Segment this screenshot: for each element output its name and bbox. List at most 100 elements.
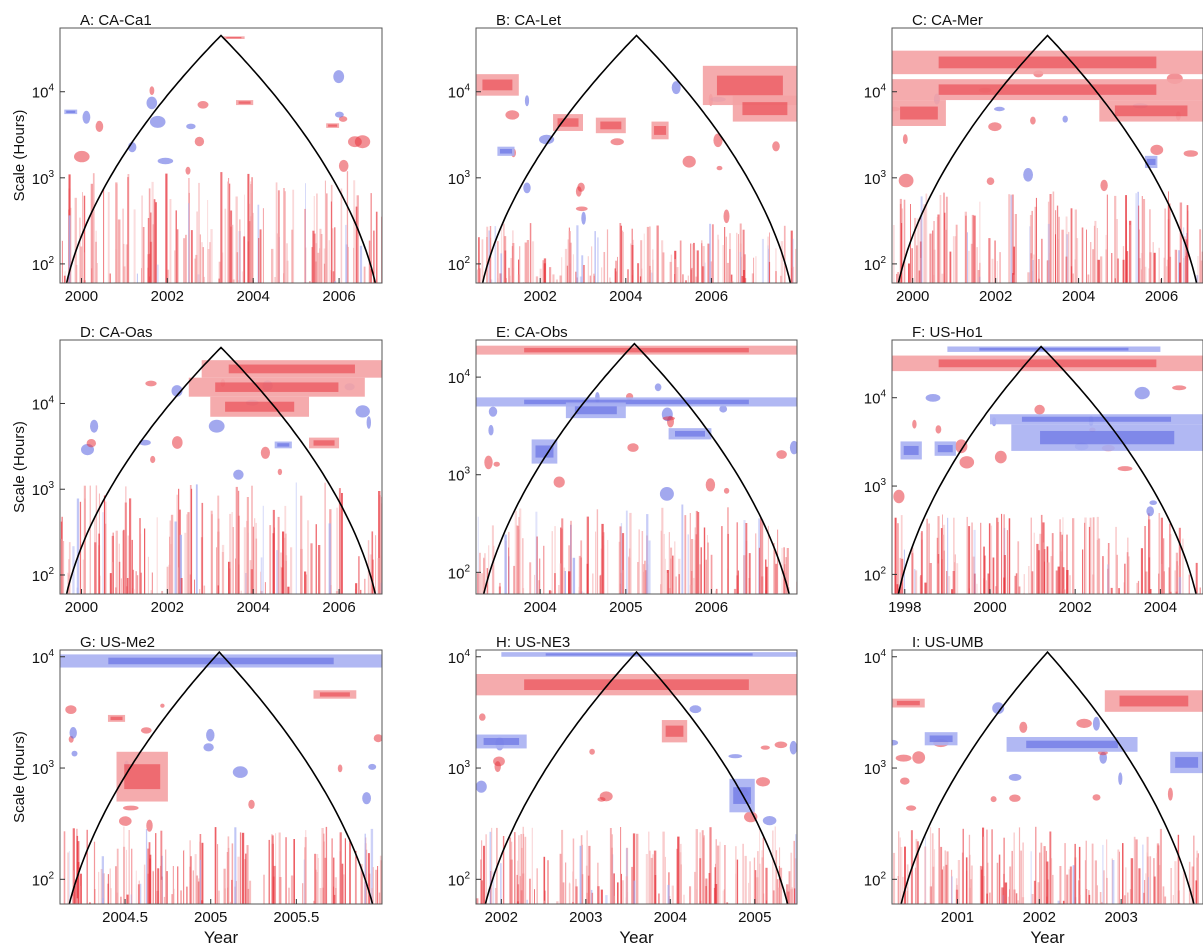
streak-mark — [520, 890, 523, 904]
streak-mark — [360, 864, 363, 904]
streak-mark — [217, 585, 219, 594]
streak-mark — [937, 554, 940, 594]
streak-mark — [316, 193, 318, 283]
blob-mark — [373, 734, 382, 743]
streak-mark — [117, 219, 120, 283]
streak-mark — [488, 545, 490, 594]
streak-mark — [767, 525, 769, 594]
blob-mark — [900, 777, 910, 785]
x-tick-label: 2002 — [1023, 909, 1056, 926]
streak-mark — [156, 517, 158, 594]
streak-mark — [652, 249, 654, 283]
streak-mark — [900, 847, 903, 904]
streak-mark — [476, 898, 479, 904]
streak-mark — [110, 888, 112, 904]
streak-mark — [1009, 889, 1010, 904]
plot-frame — [475, 649, 798, 905]
blob-mark — [505, 110, 520, 120]
streak-mark — [682, 274, 684, 283]
streak-mark — [510, 258, 513, 283]
plot-frame — [475, 339, 798, 595]
blob-mark — [86, 439, 97, 448]
streak-mark — [653, 850, 657, 904]
streak-mark — [234, 827, 237, 904]
streak-mark — [585, 865, 588, 904]
x-tick-label: 2004 — [654, 909, 687, 926]
streak-mark — [239, 832, 242, 904]
streak-mark — [1065, 216, 1068, 283]
streak-mark — [759, 863, 761, 904]
streak-mark — [254, 518, 256, 594]
streak-mark — [341, 863, 344, 904]
streak-mark — [1085, 840, 1087, 904]
x-tick-label: 2002 — [151, 288, 184, 305]
streak-mark — [968, 526, 971, 594]
streak-mark — [565, 862, 567, 904]
streak-mark — [921, 531, 923, 594]
blob-mark — [493, 461, 500, 467]
streak-mark — [1072, 518, 1075, 594]
streak-mark — [778, 866, 780, 904]
blob-mark — [368, 763, 377, 770]
streak-mark — [303, 859, 306, 904]
streak-mark — [1059, 519, 1061, 594]
streak-mark — [157, 868, 160, 904]
streak-mark — [551, 531, 553, 594]
x-tick-label: 2000 — [65, 599, 98, 616]
blob-mark — [197, 101, 209, 109]
streak-mark — [663, 533, 665, 594]
streak-mark — [1114, 278, 1116, 283]
plot-frame — [59, 339, 383, 595]
streak-mark — [625, 848, 628, 904]
blob-mark — [186, 123, 196, 130]
streak-mark — [1199, 229, 1202, 283]
blob-mark — [893, 489, 905, 504]
streak-mark — [223, 868, 226, 904]
streak-mark — [1087, 274, 1090, 283]
y-axis-title: Scale (Hours) — [11, 731, 28, 823]
streak-mark — [227, 836, 230, 904]
streak-mark — [368, 269, 371, 283]
streak-mark — [197, 274, 200, 283]
streak-mark — [514, 511, 517, 594]
streak-mark — [1037, 882, 1040, 904]
y-tick-label: 102 — [864, 870, 887, 889]
streak-mark — [617, 882, 619, 904]
streak-mark — [210, 510, 213, 594]
streak-mark — [631, 866, 633, 904]
streak-mark — [222, 252, 224, 283]
blob-mark — [744, 811, 758, 823]
streak-mark — [199, 859, 201, 904]
streak-mark — [906, 864, 909, 904]
x-tick-label: 2004 — [524, 599, 557, 616]
streak-mark — [147, 556, 149, 594]
streak-mark — [317, 252, 320, 283]
streak-mark — [1030, 517, 1032, 594]
cone-of-influence — [897, 34, 1198, 283]
streak-mark — [597, 862, 599, 904]
streak-mark — [965, 215, 967, 283]
streak-mark — [240, 590, 242, 594]
streak-mark — [603, 545, 605, 594]
streak-mark — [745, 523, 748, 594]
blob-mark — [581, 211, 586, 225]
band-core-mark — [225, 401, 295, 412]
plot-area — [892, 650, 1203, 904]
streak-mark — [491, 827, 493, 904]
streak-mark — [520, 878, 523, 904]
streak-mark — [987, 573, 990, 594]
streak-mark — [674, 541, 676, 594]
streak-mark — [707, 542, 709, 594]
streak-mark — [489, 831, 492, 904]
band-core-mark — [108, 657, 334, 665]
blob-mark — [994, 106, 1005, 112]
streak-mark — [1030, 253, 1032, 283]
y-tick-label: 102 — [448, 255, 471, 274]
streak-mark — [580, 835, 583, 904]
streak-mark — [1174, 570, 1176, 594]
streak-mark — [105, 523, 107, 594]
blob-mark — [157, 157, 174, 165]
streak-mark — [1072, 273, 1074, 283]
streak-mark — [165, 849, 167, 904]
streak-mark — [900, 515, 903, 594]
